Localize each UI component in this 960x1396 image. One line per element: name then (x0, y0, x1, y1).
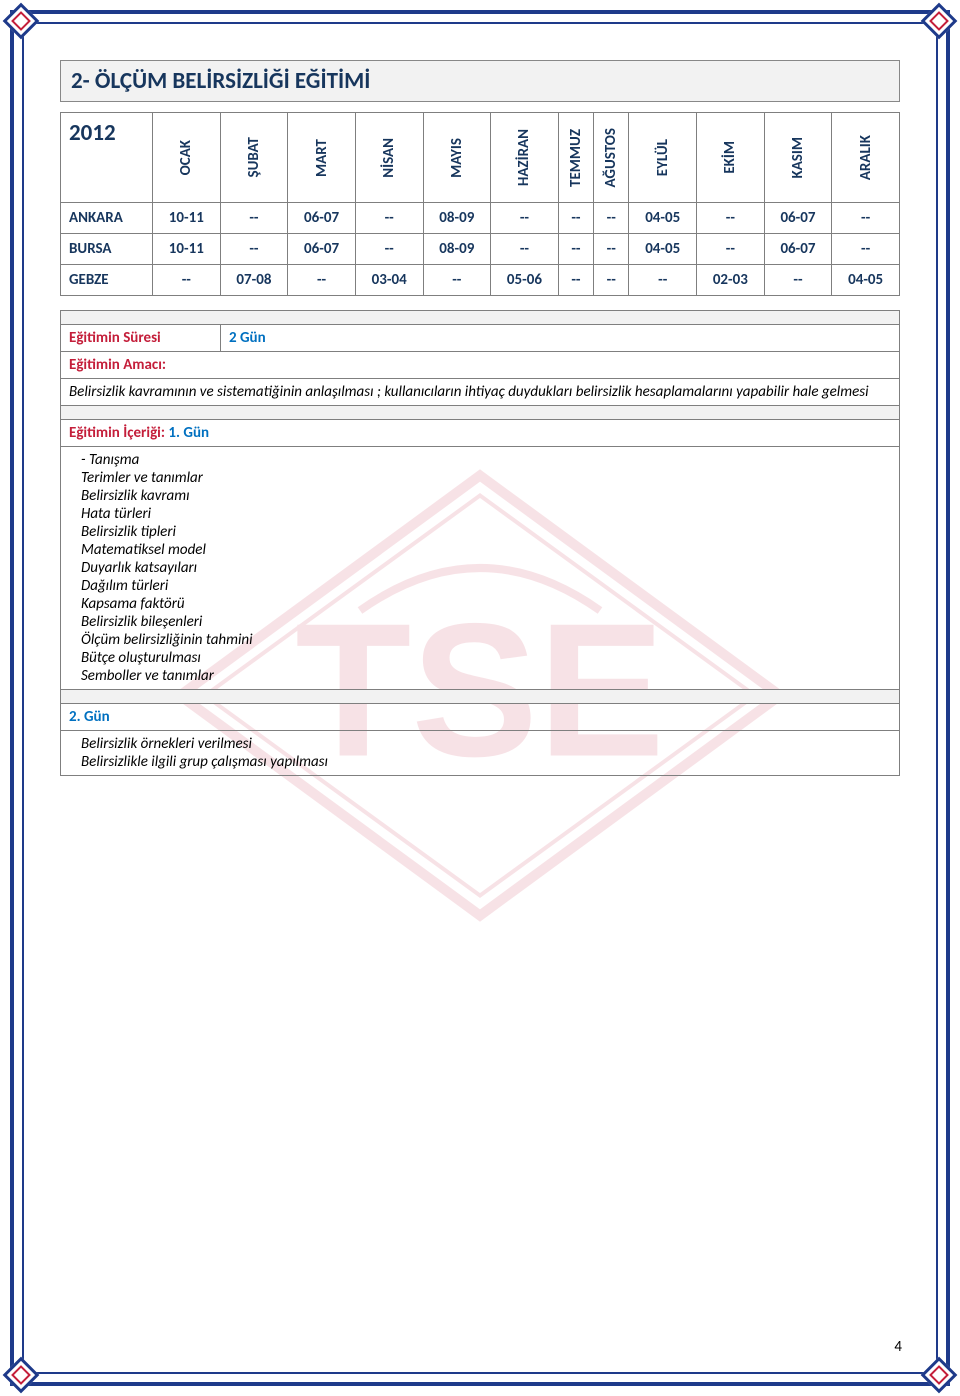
schedule-cell: 06-07 (764, 203, 832, 234)
content-label-row: Eğitimin İçeriği: 1. Gün (61, 420, 900, 447)
schedule-cell: -- (594, 234, 629, 265)
day2-list: Belirsizlik örnekleri verilmesiBelirsizl… (69, 735, 891, 771)
schedule-cell: -- (558, 234, 593, 265)
month-header: KASIM (764, 113, 832, 203)
schedule-cell: -- (423, 265, 491, 296)
duration-row: Eğitimin Süresi 2 Gün (61, 325, 900, 352)
spacer-row (61, 406, 900, 420)
list-item: Bütçe oluşturulması (81, 649, 891, 667)
day2-items-row: Belirsizlik örnekleri verilmesiBelirsizl… (61, 731, 900, 776)
month-header: MART (288, 113, 356, 203)
list-item: Terimler ve tanımlar (81, 469, 891, 487)
list-item: Semboller ve tanımlar (81, 667, 891, 685)
month-header: ARALIK (832, 113, 900, 203)
month-header: HAZİRAN (491, 113, 559, 203)
list-item: Belirsizlik örnekleri verilmesi (81, 735, 891, 753)
schedule-cell: 03-04 (355, 265, 423, 296)
day1-label: 1. Gün (168, 424, 209, 442)
schedule-cell: -- (629, 265, 697, 296)
schedule-cell: 06-07 (288, 234, 356, 265)
table-row: GEBZE--07-08--03-04--05-06------02-03--0… (61, 265, 900, 296)
aim-text: Belirsizlik kavramının ve sistematiğinin… (69, 383, 869, 401)
month-header: AĞUSTOS (594, 113, 629, 203)
schedule-cell: 06-07 (288, 203, 356, 234)
table-row: BURSA10-11--06-07--08-09------04-05--06-… (61, 234, 900, 265)
city-cell: BURSA (61, 234, 153, 265)
schedule-cell: -- (288, 265, 356, 296)
spacer-row (61, 311, 900, 325)
list-item: Belirsizlik kavramı (81, 487, 891, 505)
schedule-cell: -- (697, 203, 765, 234)
duration-label: Eğitimin Süresi (69, 329, 161, 347)
schedule-cell: -- (220, 234, 288, 265)
schedule-cell: 10-11 (153, 203, 221, 234)
schedule-cell: -- (594, 203, 629, 234)
aim-label: Eğitimin Amacı: (69, 356, 166, 374)
schedule-cell: -- (697, 234, 765, 265)
day1-list: - TanışmaTerimler ve tanımlarBelirsizlik… (69, 451, 891, 685)
schedule-cell: 07-08 (220, 265, 288, 296)
city-cell: GEBZE (61, 265, 153, 296)
day1-items-row: - TanışmaTerimler ve tanımlarBelirsizlik… (61, 447, 900, 690)
schedule-cell: 06-07 (764, 234, 832, 265)
day2-label: 2. Gün (69, 708, 110, 726)
schedule-cell: 05-06 (491, 265, 559, 296)
list-item: Belirsizlik tipleri (81, 523, 891, 541)
list-item: Duyarlık katsayıları (81, 559, 891, 577)
schedule-cell: 04-05 (629, 234, 697, 265)
page: TSE 2- ÖLÇÜM BELİRSİZLİĞİ EĞİTİMİ 2012 O… (0, 0, 960, 1396)
list-item: Belirsizlik bileşenleri (81, 613, 891, 631)
spacer-row (61, 690, 900, 704)
month-header: NİSAN (355, 113, 423, 203)
page-title: 2- ÖLÇÜM BELİRSİZLİĞİ EĞİTİMİ (71, 67, 370, 95)
day2-label-row: 2. Gün (61, 704, 900, 731)
list-item: Matematiksel model (81, 541, 891, 559)
schedule-cell: -- (491, 234, 559, 265)
schedule-cell: -- (764, 265, 832, 296)
duration-value: 2 Gün (229, 329, 266, 347)
schedule-cell: 04-05 (629, 203, 697, 234)
aim-label-row: Eğitimin Amacı: (61, 352, 900, 379)
schedule-cell: -- (355, 203, 423, 234)
month-header: MAYIS (423, 113, 491, 203)
table-row: ANKARA10-11--06-07--08-09------04-05--06… (61, 203, 900, 234)
content-area: 2- ÖLÇÜM BELİRSİZLİĞİ EĞİTİMİ 2012 OCAK … (60, 60, 900, 1336)
month-header: EYLÜL (629, 113, 697, 203)
schedule-cell: 02-03 (697, 265, 765, 296)
city-cell: ANKARA (61, 203, 153, 234)
schedule-cell: -- (220, 203, 288, 234)
list-item: Hata türleri (81, 505, 891, 523)
list-item: Ölçüm belirsizliğinin tahmini (81, 631, 891, 649)
schedule-table: 2012 OCAK ŞUBAT MART NİSAN MAYIS HAZİRAN… (60, 112, 900, 296)
schedule-cell: 08-09 (423, 203, 491, 234)
title-box: 2- ÖLÇÜM BELİRSİZLİĞİ EĞİTİMİ (60, 60, 900, 102)
list-item: Kapsama faktörü (81, 595, 891, 613)
schedule-cell: 10-11 (153, 234, 221, 265)
schedule-cell: 08-09 (423, 234, 491, 265)
info-table: Eğitimin Süresi 2 Gün Eğitimin Amacı: Be… (60, 310, 900, 776)
month-header: EKİM (697, 113, 765, 203)
schedule-cell: 04-05 (832, 265, 900, 296)
month-header: OCAK (153, 113, 221, 203)
year-cell: 2012 (61, 113, 153, 203)
schedule-cell: -- (832, 234, 900, 265)
schedule-cell: -- (558, 265, 593, 296)
schedule-cell: -- (594, 265, 629, 296)
month-header: TEMMUZ (558, 113, 593, 203)
month-header: ŞUBAT (220, 113, 288, 203)
schedule-cell: -- (153, 265, 221, 296)
list-item: - Tanışma (81, 451, 891, 469)
list-item: Belirsizlikle ilgili grup çalışması yapı… (81, 753, 891, 771)
schedule-cell: -- (832, 203, 900, 234)
content-label: Eğitimin İçeriği: (69, 424, 165, 442)
list-item: Dağılım türleri (81, 577, 891, 595)
schedule-cell: -- (558, 203, 593, 234)
schedule-cell: -- (355, 234, 423, 265)
page-number: 4 (894, 1338, 902, 1356)
schedule-header-row: 2012 OCAK ŞUBAT MART NİSAN MAYIS HAZİRAN… (61, 113, 900, 203)
aim-text-row: Belirsizlik kavramının ve sistematiğinin… (61, 379, 900, 406)
schedule-cell: -- (491, 203, 559, 234)
